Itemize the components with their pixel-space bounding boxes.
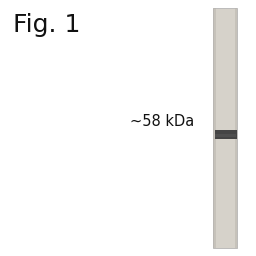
Text: Fig. 1: Fig. 1 (13, 13, 80, 37)
Bar (215, 130, 237, 139)
Bar (215, 134, 236, 137)
Bar (234, 8, 238, 248)
Bar (213, 8, 238, 248)
Text: ~58 kDa: ~58 kDa (130, 114, 195, 129)
Bar (213, 8, 216, 248)
